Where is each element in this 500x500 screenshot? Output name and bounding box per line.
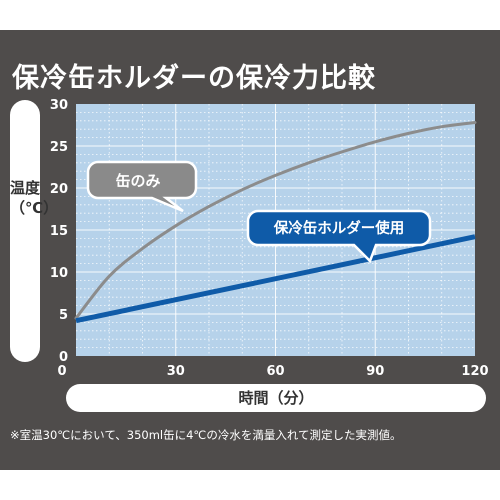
y-axis-label-pill — [10, 100, 40, 362]
y-tick-label: 5 — [59, 308, 68, 323]
y-tick-label: 20 — [50, 182, 68, 197]
y-tick-label: 30 — [50, 98, 68, 113]
x-tick-label: 0 — [57, 364, 66, 379]
x-axis-label: 時間（分） — [238, 389, 314, 407]
x-tick-label: 60 — [266, 364, 284, 379]
y-tick-label: 0 — [59, 350, 68, 365]
series-line-holder — [75, 234, 476, 324]
x-tick-label: 30 — [167, 364, 185, 379]
callout-holder — [246, 209, 432, 264]
x-tick-label: 90 — [366, 364, 384, 379]
y-tick-label: 15 — [50, 224, 68, 239]
footnote: ※室温30℃において、350ml缶に4℃の冷水を満量入れて測定した実測値。 — [10, 428, 402, 442]
y-tick-label: 10 — [50, 266, 68, 281]
series-line-can-only — [74, 120, 477, 320]
chart-title: 保冷缶ホルダーの保冷力比較 — [12, 63, 376, 94]
x-tick-label: 120 — [461, 364, 488, 379]
y-tick-label: 25 — [50, 140, 68, 155]
callout-can-only — [86, 160, 198, 213]
legend-label-holder: 保冷缶ホルダー使用 — [273, 219, 405, 237]
legend-label-can-only: 缶のみ — [115, 172, 160, 190]
x-axis-label-pill — [66, 384, 486, 412]
